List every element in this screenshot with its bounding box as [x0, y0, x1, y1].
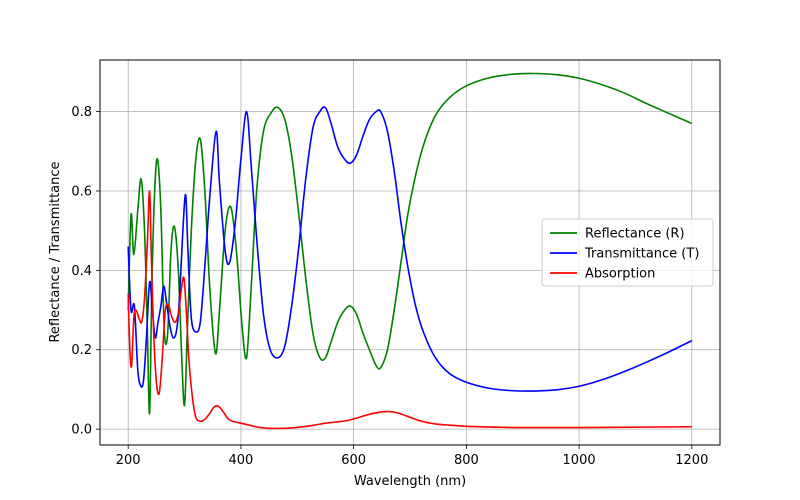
- legend-box: [541, 218, 714, 287]
- y-tick-label: 0.2: [71, 343, 92, 358]
- y-tick-label: 0.0: [71, 423, 92, 438]
- y-tick-label: 0.8: [71, 105, 92, 120]
- y-axis-label: Reflectance / Transmittance: [48, 161, 63, 342]
- legend-label-reflectance: Reflectance (R): [585, 227, 685, 242]
- y-tick-label: 0.4: [71, 264, 92, 279]
- series-line-transmittance: [127, 106, 693, 392]
- legend-label-transmittance: Transmittance (T): [584, 247, 699, 262]
- x-axis-ticks: 200 400 600 800 1000 1200: [116, 445, 708, 468]
- y-tick-label: 0.6: [71, 184, 92, 199]
- x-tick-label: 800: [454, 453, 479, 468]
- x-axis-label: Wavelength (nm): [354, 474, 466, 489]
- axes-frame: [99, 59, 721, 446]
- y-axis-ticks: 0.0 0.2 0.4 0.6 0.8: [71, 105, 100, 438]
- x-tick-label: 600: [341, 453, 366, 468]
- series-line-absorption: [127, 190, 692, 430]
- legend: Reflectance (R) Transmittance (T) Absorpti…: [541, 218, 714, 287]
- series-lines: [127, 72, 693, 430]
- x-tick-label: 1200: [675, 453, 708, 468]
- series-line-reflectance: [127, 72, 693, 415]
- legend-label-absorption: Absorption: [585, 267, 655, 282]
- x-tick-label: 1000: [563, 453, 596, 468]
- x-tick-label: 400: [228, 453, 253, 468]
- x-tick-label: 200: [116, 453, 141, 468]
